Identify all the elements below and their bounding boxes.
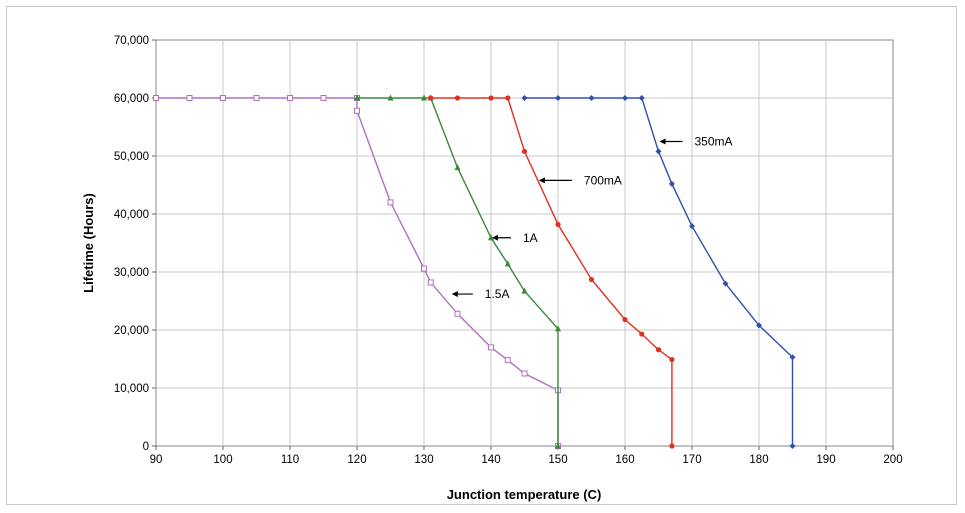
arrowhead-icon [538,177,545,184]
data-point-1-5a [488,344,494,351]
y-axis-ticks: 0 10,000 20,000 30,000 40,000 50,000 60,000 70,… [114,35,156,453]
data-point-1-5a [454,310,461,317]
data-point-700ma [622,316,628,323]
data-point-1a [387,94,394,101]
data-point-1a [421,94,427,101]
x-tick-label: 180 [749,454,768,466]
data-point-1a [555,325,561,332]
data-point-350ma [689,223,695,230]
data-point-350ma [722,280,729,287]
y-tick-label: 10,000 [114,383,149,395]
data-point-1a [504,260,511,267]
series-line-350ma [524,97,794,446]
data-point-700ma [488,95,494,101]
y-tick-label: 20,000 [114,325,149,337]
y-tick-label: 0 [143,441,149,453]
data-point-1a [488,234,494,241]
series-line-1a [357,97,559,446]
data-point-700ma [655,347,662,353]
data-point-700ma [454,95,461,101]
chart-frame: 90 100 110 120 130 140 150 160 170 180 190 200 0 10,… [6,6,957,505]
annotation-label: 700mA [584,173,622,187]
data-point-350ma [622,95,628,101]
x-tick-label: 90 [150,454,163,466]
x-tick-label: 100 [213,454,232,466]
data-point-1-5a [287,95,293,101]
series-350ma [521,95,796,449]
data-point-700ma [669,356,675,363]
data-point-1-5a [427,279,434,286]
annotation-layer: 350mA 700mA 1A 1.5A [451,135,733,301]
data-point-1a [521,287,528,294]
data-point-350ma [668,180,675,187]
y-tick-label: 50,000 [114,151,149,163]
x-tick-label: 140 [481,454,500,466]
x-tick-label: 200 [883,454,902,466]
data-point-1-5a [421,265,427,272]
data-point-700ma [505,95,511,101]
y-tick-label: 30,000 [114,267,149,279]
data-point-350ma [789,354,796,361]
data-point-350ma [638,95,645,101]
lifetime-chart: 90 100 110 120 130 140 150 160 170 180 190 200 0 10,… [81,35,903,502]
data-point-1a [555,442,561,449]
x-axis-ticks: 90 100 110 120 130 140 150 160 170 180 190 200 [150,446,903,466]
data-point-1a [454,164,461,171]
plot-area [155,39,894,447]
annotation-label: 350mA [695,135,733,149]
data-point-1-5a [504,357,511,364]
data-point-1-5a [253,95,260,101]
series-layer [153,94,796,449]
data-point-1-5a [521,370,528,377]
y-tick-label: 60,000 [114,93,149,105]
data-point-1-5a [220,95,226,101]
annotation-350ma: 350mA [659,135,733,149]
arrowhead-icon [451,291,458,298]
data-point-700ma [588,276,595,283]
annotation-label: 1A [523,231,538,245]
series-700ma [428,95,675,449]
data-point-1a [354,94,360,101]
y-tick-label: 70,000 [114,35,149,47]
data-point-700ma [669,443,675,449]
x-tick-label: 150 [548,454,567,466]
annotation-label: 1.5A [485,287,510,301]
x-tick-label: 160 [615,454,634,466]
data-point-350ma [555,95,561,101]
arrowhead-icon [492,234,498,241]
data-point-700ma [555,221,561,228]
data-point-700ma [428,95,434,101]
arrowhead-icon [659,138,666,145]
y-axis-title: Lifetime (Hours) [81,193,96,293]
x-tick-label: 110 [281,454,299,466]
annotation-700ma: 700mA [538,173,622,187]
annotation-1a: 1A [492,231,538,245]
x-tick-label: 190 [816,454,835,466]
data-point-350ma [756,322,762,329]
x-axis-title: Junction temperature (C) [447,487,602,502]
y-tick-label: 40,000 [114,209,149,221]
data-point-1-5a [320,95,327,101]
x-tick-label: 170 [682,454,701,466]
data-point-1-5a [153,95,159,101]
x-tick-label: 120 [347,454,366,466]
data-point-700ma [639,331,645,337]
x-tick-label: 130 [414,454,433,466]
data-point-350ma [588,95,595,101]
annotation-1-5a: 1.5A [451,287,510,301]
data-point-350ma [789,443,796,449]
series-line-700ma [430,97,673,446]
data-point-1-5a [354,107,360,114]
data-point-350ma [521,95,528,101]
data-point-350ma [655,148,662,155]
data-point-1-5a [186,95,193,101]
data-point-1-5a [387,199,394,206]
data-point-700ma [521,148,528,154]
